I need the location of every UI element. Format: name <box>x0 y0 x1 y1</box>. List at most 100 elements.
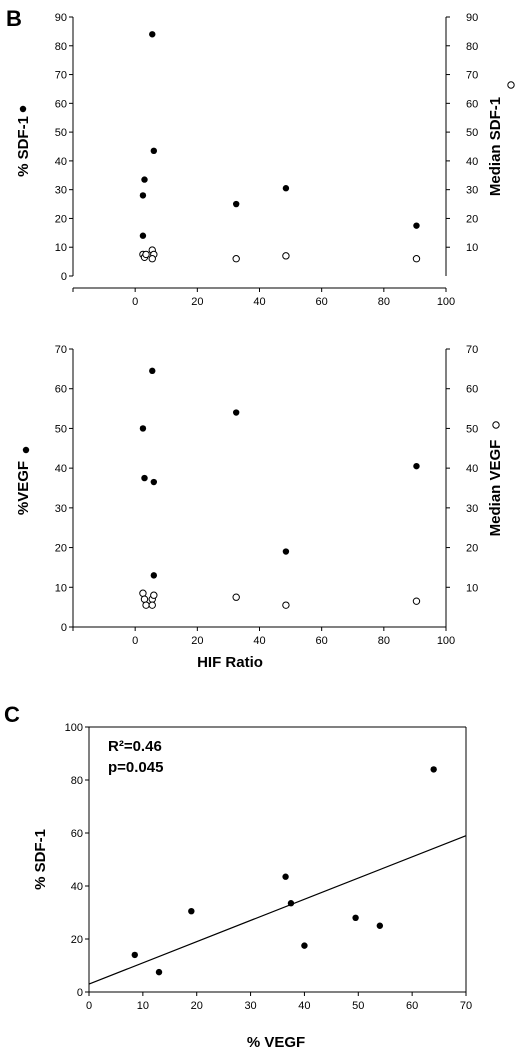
chart-sdf1-vs-vegf: 0 10 20 30 40 50 60 70 0 20 40 60 80 100 % SDF-1 <box>32 722 472 1012</box>
annotation-r-squared: R²=0.46 <box>108 738 162 755</box>
x-axis-label-hif-ratio: HIF Ratio <box>197 654 263 671</box>
open-data-point <box>148 601 156 609</box>
x-tick-label: 60 <box>316 635 328 647</box>
open-data-point <box>232 255 240 263</box>
open-data-point <box>282 252 290 260</box>
open-data-point <box>139 589 147 597</box>
y2-tick-label: 60 <box>466 384 478 396</box>
y-tick-label: 40 <box>71 881 83 893</box>
filled-marker-key <box>19 105 27 113</box>
y2-tick-label: 70 <box>466 344 478 356</box>
y2-tick-label: 60 <box>466 98 478 110</box>
y-tick-label: 0 <box>61 271 67 283</box>
x-tick-label: 0 <box>86 1000 92 1012</box>
y-tick-label: 60 <box>71 828 83 840</box>
y-tick-label: 80 <box>55 41 67 53</box>
open-data-point <box>142 250 150 259</box>
filled-data-point <box>155 968 163 976</box>
filled-data-point <box>139 232 147 239</box>
y2-tick-label: 80 <box>466 41 478 53</box>
y-axis-label: % SDF-1 <box>15 116 32 177</box>
x-tick-label: 0 <box>132 296 138 308</box>
open-data-point <box>150 591 158 599</box>
y-tick-label: 10 <box>55 242 67 254</box>
y-tick-label: 60 <box>55 98 67 110</box>
filled-data-point <box>287 900 295 907</box>
open-data-point <box>412 597 421 605</box>
x-tick-label: 80 <box>378 635 390 647</box>
y-tick-label: 60 <box>55 384 67 396</box>
y-axis-label: % SDF-1 <box>32 829 49 890</box>
regression-line <box>88 835 467 985</box>
filled-data-point <box>282 548 290 555</box>
y-axis-label: %VEGF <box>15 461 32 515</box>
y-tick-label: 30 <box>55 503 67 515</box>
x-tick-label: 40 <box>253 296 265 308</box>
filled-data-point <box>150 478 158 486</box>
filled-data-point <box>430 766 437 773</box>
x-tick-label: 60 <box>316 296 328 308</box>
y2-tick-label: 50 <box>466 127 478 139</box>
filled-data-point <box>141 474 148 482</box>
y2-axis-label: Median VEGF <box>487 440 504 537</box>
y2-tick-label: 20 <box>466 543 478 555</box>
chart-sdf1-vs-hif: 0 20 40 60 80 100 0 10 20 30 40 50 60 70 80 90 10 20 30 40 5… <box>15 12 515 308</box>
filled-data-point <box>149 31 156 38</box>
filled-data-point <box>139 425 147 432</box>
y2-tick-label: 40 <box>466 156 478 168</box>
open-data-point <box>232 593 240 601</box>
filled-data-point <box>352 914 359 921</box>
y2-tick-label: 20 <box>466 213 478 225</box>
filled-data-point <box>131 951 138 959</box>
open-data-point <box>140 595 149 603</box>
open-data-point <box>148 255 156 263</box>
filled-data-point <box>141 176 148 183</box>
x-tick-label: 100 <box>437 296 455 308</box>
x-tick-label: 50 <box>352 1000 364 1012</box>
y-tick-label: 20 <box>71 934 83 946</box>
x-tick-label: 0 <box>132 635 138 647</box>
y-tick-label: 30 <box>55 185 67 197</box>
x-tick-label: 20 <box>191 296 203 308</box>
filled-data-point <box>376 922 384 929</box>
filled-data-point <box>150 572 158 579</box>
filled-data-point <box>232 200 240 208</box>
x-tick-label: 20 <box>191 1000 203 1012</box>
open-data-point <box>282 601 290 609</box>
y-tick-label: 90 <box>55 12 67 24</box>
y-tick-label: 20 <box>55 213 67 225</box>
panel-label-b: B <box>6 6 22 31</box>
y-tick-label: 40 <box>55 156 67 168</box>
y2-tick-label: 70 <box>466 70 478 82</box>
y-tick-label: 0 <box>61 622 67 634</box>
y-tick-label: 50 <box>55 127 67 139</box>
x-tick-label: 80 <box>378 296 390 308</box>
open-data-point <box>412 255 421 263</box>
filled-data-point <box>413 222 420 229</box>
x-tick-label: 70 <box>460 1000 472 1012</box>
filled-data-point <box>139 192 147 199</box>
y2-tick-label: 40 <box>466 463 478 475</box>
y-tick-label: 40 <box>55 463 67 475</box>
open-data-point <box>142 601 150 609</box>
x-tick-label: 100 <box>437 635 455 647</box>
filled-marker-key <box>22 446 30 454</box>
y-tick-label: 20 <box>55 543 67 555</box>
open-marker-key <box>492 421 500 429</box>
y-tick-label: 50 <box>55 423 67 435</box>
y-tick-label: 70 <box>55 70 67 82</box>
filled-data-point <box>150 147 158 155</box>
y2-tick-label: 10 <box>466 242 478 254</box>
annotation-p-value: p=0.045 <box>108 759 163 776</box>
y2-tick-label: 90 <box>466 12 478 24</box>
y2-tick-label: 10 <box>466 582 478 594</box>
open-marker-key <box>507 81 515 89</box>
y-tick-label: 0 <box>77 987 83 999</box>
y2-tick-label: 50 <box>466 423 478 435</box>
filled-data-point <box>282 873 289 880</box>
y2-tick-label: 30 <box>466 185 478 197</box>
x-tick-label: 20 <box>191 635 203 647</box>
y2-axis-label: Median SDF-1 <box>487 97 504 196</box>
x-tick-label: 30 <box>244 1000 256 1012</box>
